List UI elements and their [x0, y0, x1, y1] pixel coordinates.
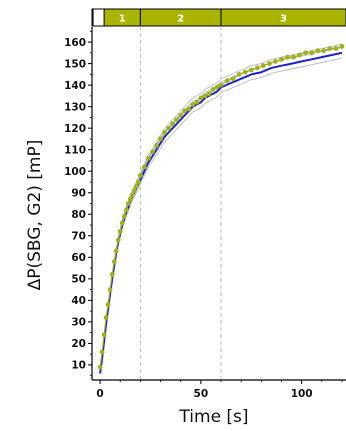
y-axis-title: ΔP(SBG, G2) [mP]	[25, 140, 45, 291]
data-point	[136, 179, 141, 185]
data-point	[138, 173, 143, 178]
data-point	[123, 207, 129, 213]
data-point	[218, 82, 224, 88]
data-point	[273, 59, 278, 64]
x-axis-title: Time [s]	[178, 407, 248, 427]
data-point	[327, 46, 333, 51]
axes: 10 20 30 40 50 60 70 80 90 100 110 120 130 140 150 160 0…	[64, 27, 346, 400]
y-tick-label: 140	[64, 80, 86, 92]
data-point	[170, 121, 176, 127]
y-tick-label: 10	[71, 360, 86, 372]
phase-band: 1 2 3	[91, 8, 346, 27]
data-point	[101, 332, 107, 338]
data-point	[339, 44, 345, 49]
data-point	[121, 214, 127, 219]
data-point	[111, 259, 117, 264]
data-point	[174, 117, 180, 122]
data-point	[214, 84, 220, 90]
data-point	[210, 87, 216, 92]
points-line	[99, 45, 343, 368]
data-point	[254, 65, 260, 71]
data-point	[115, 237, 121, 243]
data-point	[103, 315, 109, 320]
y-tick-label: 160	[64, 37, 86, 49]
data-point	[109, 272, 115, 277]
data-point	[119, 220, 125, 226]
data-point	[129, 192, 135, 198]
phase-label-3: 3	[280, 14, 287, 25]
y-tick-label: 110	[64, 144, 86, 156]
data-point	[178, 112, 184, 118]
data-point	[113, 248, 119, 254]
data-point	[260, 63, 266, 69]
data-point	[315, 48, 321, 54]
y-tick-label: 40	[71, 295, 86, 307]
data-point	[285, 54, 290, 60]
data-point	[125, 201, 131, 206]
y-tick-label: 130	[64, 101, 86, 113]
data-point	[97, 364, 103, 370]
y-tick-label: 90	[71, 188, 86, 200]
data-point	[107, 287, 113, 292]
y-tick-label: 20	[71, 338, 86, 350]
data-point	[309, 50, 315, 56]
data-point	[158, 136, 163, 142]
data-point	[99, 349, 105, 355]
data-point	[150, 149, 155, 155]
data-point	[146, 155, 151, 161]
data-point	[142, 164, 147, 170]
data-point	[154, 143, 159, 148]
data-point	[182, 108, 188, 114]
plot-series	[97, 44, 345, 374]
data-point	[291, 54, 296, 60]
data-point	[267, 61, 272, 66]
data-point	[117, 229, 123, 234]
data-point	[133, 183, 139, 189]
data-point	[131, 188, 137, 194]
data-point	[162, 130, 168, 135]
data-point	[166, 125, 172, 131]
data-point	[321, 48, 327, 54]
data-point	[242, 69, 248, 75]
y-tick-label: 80	[71, 209, 86, 221]
data-point	[190, 102, 196, 107]
data-point	[248, 67, 254, 73]
data-point	[230, 76, 236, 82]
data-point	[105, 302, 111, 308]
data-point	[224, 78, 230, 84]
data-point	[198, 95, 204, 101]
data-point	[206, 91, 212, 97]
x-tick-label: 50	[194, 388, 209, 400]
x-tick-label: 0	[96, 388, 103, 400]
x-tick-label: 100	[291, 388, 313, 400]
data-point	[297, 52, 302, 58]
y-tick-label: 100	[64, 166, 86, 178]
y-tick-label: 50	[71, 274, 86, 286]
data-point	[279, 56, 284, 62]
phase-boundaries	[139, 26, 222, 380]
fit-line	[99, 51, 343, 374]
data-point	[194, 99, 200, 105]
y-tick-label: 70	[71, 231, 86, 243]
y-tick-label: 30	[71, 317, 86, 329]
phase-label-1: 1	[119, 14, 126, 25]
data-point	[236, 72, 242, 77]
data-point	[186, 106, 192, 112]
y-tick-label: 150	[64, 58, 86, 70]
data-point	[127, 196, 133, 202]
data-point	[333, 46, 339, 51]
phase-label-2: 2	[177, 14, 184, 25]
data-point	[303, 50, 309, 56]
data-point	[202, 93, 208, 99]
y-tick-label: 120	[64, 123, 86, 135]
y-tick-label: 60	[71, 252, 86, 264]
